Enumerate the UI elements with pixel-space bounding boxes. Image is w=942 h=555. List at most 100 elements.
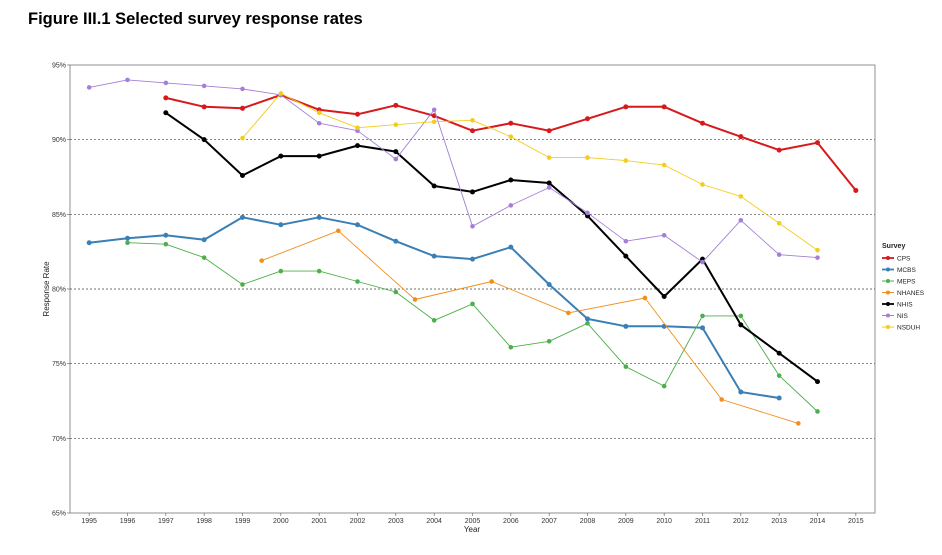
data-point: [738, 134, 744, 140]
data-point: [412, 297, 418, 302]
x-tick-label: 1995: [81, 518, 97, 525]
legend-label: CPS: [897, 255, 911, 262]
data-point: [355, 222, 360, 228]
x-tick-label: 2009: [618, 518, 634, 525]
data-point: [700, 120, 705, 126]
x-tick-label: 2007: [541, 518, 557, 525]
x-tick-label: 1996: [120, 518, 136, 525]
data-point: [201, 137, 207, 143]
data-point: [623, 104, 629, 110]
legend-label: MEPS: [897, 278, 916, 285]
data-point: [546, 282, 552, 288]
y-tick-label: 80%: [52, 287, 66, 294]
data-point: [393, 122, 399, 128]
y-tick-label: 85%: [52, 212, 66, 219]
data-point: [546, 338, 552, 344]
data-point: [316, 120, 322, 126]
y-tick-label: 70%: [52, 436, 66, 443]
series-nhis: [163, 110, 820, 385]
x-tick-label: 2006: [503, 518, 519, 525]
data-point: [719, 397, 724, 402]
x-tick-label: 1999: [235, 518, 251, 525]
x-tick-label: 2002: [350, 518, 366, 525]
data-point: [240, 282, 245, 287]
data-point: [163, 95, 169, 101]
series-nhanes: [259, 228, 801, 426]
legend-item-cps: CPS: [882, 255, 911, 262]
data-point: [86, 240, 92, 246]
data-point: [201, 104, 207, 110]
data-point: [776, 395, 782, 401]
data-point: [431, 119, 437, 125]
data-point: [815, 140, 820, 146]
data-point: [508, 244, 514, 250]
data-point: [661, 383, 667, 389]
data-point: [623, 238, 629, 244]
y-tick-label: 90%: [52, 137, 66, 144]
data-point: [738, 389, 744, 395]
legend-swatch-dot: [886, 325, 890, 329]
data-point: [700, 259, 705, 265]
data-point: [336, 228, 341, 234]
data-point: [700, 325, 705, 331]
x-axis-ticks: 1995 1996 1997 1998 1999 2000 2001 2002 2003 2004…: [81, 513, 864, 525]
data-point: [700, 182, 705, 187]
x-tick-label: 2010: [656, 518, 672, 525]
data-point: [700, 313, 705, 319]
data-point: [431, 318, 437, 323]
data-point: [776, 252, 782, 257]
data-point: [86, 85, 92, 90]
data-point: [316, 153, 322, 159]
x-tick-label: 2005: [465, 518, 481, 525]
data-point: [546, 155, 552, 160]
legend-swatch-dot: [886, 313, 890, 318]
data-point: [546, 180, 552, 186]
legend: Survey CPS MCBS MEPS NHANES NHIS NIS NSDUH: [882, 243, 925, 331]
series-nsduh: [240, 91, 820, 253]
data-point: [661, 293, 667, 299]
data-point: [125, 240, 130, 246]
series-layer: [86, 77, 859, 426]
data-point: [776, 147, 782, 153]
data-point: [815, 379, 820, 385]
data-point: [815, 255, 820, 260]
legend-label: MCBS: [897, 267, 916, 274]
x-tick-label: 2001: [311, 518, 327, 525]
data-point: [508, 203, 514, 208]
data-point: [393, 156, 399, 162]
x-tick-label: 1997: [158, 518, 174, 525]
data-point: [393, 238, 399, 244]
x-tick-label: 2004: [426, 518, 442, 525]
data-point: [508, 134, 514, 139]
data-point: [661, 232, 667, 238]
data-point: [776, 220, 782, 226]
series-mcbs: [86, 214, 782, 401]
series-line: [165, 111, 819, 383]
data-point: [163, 241, 169, 247]
data-point: [508, 344, 514, 350]
x-tick-label: 2011: [695, 518, 710, 525]
data-point: [585, 316, 590, 322]
data-point: [815, 409, 820, 414]
data-point: [125, 235, 130, 241]
data-point: [431, 107, 437, 113]
data-point: [738, 313, 744, 319]
figure-title: Figure III.1 Selected survey response ra…: [28, 10, 363, 28]
legend-swatch-dot: [886, 279, 890, 283]
data-point: [316, 268, 322, 274]
data-point: [201, 255, 207, 260]
legend-label: NHANES: [897, 290, 925, 297]
data-point: [585, 321, 590, 326]
data-point: [661, 104, 667, 110]
data-point: [738, 194, 744, 199]
data-point: [776, 373, 782, 378]
data-point: [738, 322, 744, 328]
data-point: [278, 153, 284, 159]
data-point: [585, 155, 590, 160]
data-point: [508, 120, 514, 126]
data-point: [278, 222, 284, 228]
data-point: [316, 214, 322, 220]
data-point: [470, 117, 475, 123]
legend-title: Survey: [882, 243, 905, 250]
legend-item-mcbs: MCBS: [882, 267, 916, 274]
